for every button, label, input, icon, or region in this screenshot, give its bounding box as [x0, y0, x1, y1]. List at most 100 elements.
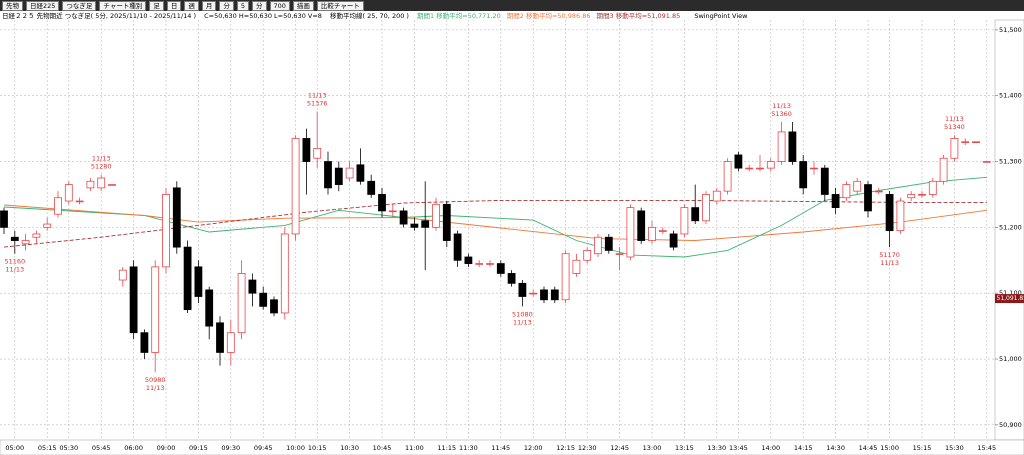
- x-tick-label: 09:00: [157, 444, 176, 452]
- x-tick-label: 13:30: [707, 444, 726, 452]
- toolbar-item[interactable]: チャート種別: [99, 0, 147, 11]
- candle-body: [810, 167, 818, 170]
- y-axis-panel: [994, 19, 1024, 441]
- candle-body: [518, 282, 527, 297]
- candle-body: [432, 203, 440, 228]
- candle-body: [583, 250, 592, 261]
- x-tick-label: 15:30: [945, 444, 964, 452]
- candle-body: [831, 194, 840, 209]
- toolbar: 先物 日経225 つなぎ足 チャート種別足日週月分 5 分 700 描画 比較チャート: [0, 0, 1024, 11]
- x-tick-label: 10:15: [308, 444, 327, 452]
- candle-body: [162, 194, 170, 268]
- swing-date: 11/13: [308, 92, 327, 100]
- candle-body: [756, 167, 764, 170]
- x-tick-label: 11:30: [459, 444, 478, 452]
- y-tick-label: 51,200: [999, 223, 1022, 231]
- candle-body: [75, 200, 84, 203]
- legend-entry: 期間3 移動平均=51,091.85: [596, 12, 681, 20]
- candle-body: [680, 207, 689, 235]
- toolbar-item[interactable]: 月: [201, 0, 217, 11]
- x-tick-label: 14:30: [826, 444, 845, 452]
- candle-body: [820, 167, 829, 195]
- swing-value: 51360: [771, 110, 792, 118]
- candle-body: [237, 273, 246, 334]
- swing-value: 51376: [307, 100, 328, 108]
- ma-title: 移動平均線( 25, 70, 200 ): [330, 12, 409, 20]
- candle-body: [540, 289, 548, 301]
- toolbar-item[interactable]: 日: [166, 0, 182, 11]
- last-price-box: [995, 294, 1024, 304]
- candle-body: [950, 138, 959, 159]
- toolbar-item[interactable]: つなぎ足: [62, 0, 97, 11]
- toolbar-item[interactable]: 比較チャート: [316, 0, 364, 11]
- last-price-label: 51,091.85: [997, 295, 1024, 302]
- x-tick-label: 14:00: [761, 444, 780, 452]
- candle-body: [345, 167, 354, 179]
- candle-body: [0, 210, 8, 228]
- candle-body: [853, 180, 862, 192]
- y-tick-label: 51,500: [999, 26, 1022, 34]
- candle-body: [529, 292, 538, 295]
- candle-body: [885, 194, 894, 232]
- toolbar-item[interactable]: 週: [184, 0, 199, 11]
- candle-body: [216, 322, 224, 353]
- swing-date: 11/13: [92, 155, 111, 163]
- legend: 期間1 移動平均=50,771.20 期間2 移動平均=50,986.86 期間3 …: [417, 12, 686, 20]
- candle-body: [453, 233, 462, 261]
- toolbar-item[interactable]: 分: [252, 0, 267, 11]
- candle-body: [421, 220, 430, 228]
- x-tick-label: 10:00: [286, 444, 305, 452]
- x-tick-label: 12:00: [524, 444, 543, 452]
- candle-body: [226, 332, 235, 353]
- candle-body: [842, 184, 851, 199]
- candle-body: [367, 180, 376, 195]
- candle-body: [561, 253, 570, 301]
- toolbar-item[interactable]: 足: [149, 0, 164, 11]
- toolbar-item[interactable]: 日経225: [26, 0, 60, 11]
- swing-value: 51170: [879, 251, 900, 259]
- candle-body: [691, 207, 700, 222]
- candle-body: [648, 226, 656, 241]
- toolbar-item[interactable]: 700: [269, 0, 290, 11]
- candle-body: [864, 184, 872, 212]
- candle-body: [356, 164, 365, 182]
- x-tick-label: 11:45: [491, 444, 510, 452]
- toolbar-item[interactable]: 先物: [2, 0, 23, 11]
- candle-body: [183, 246, 192, 311]
- candle-body: [291, 138, 300, 235]
- swing-value: 51340: [944, 123, 965, 131]
- candle-body: [86, 180, 95, 189]
- candle-body: [702, 194, 710, 222]
- candle-body: [896, 200, 905, 232]
- candle-body: [972, 141, 980, 143]
- toolbar-item[interactable]: 分: [219, 0, 234, 11]
- candle-body: [594, 236, 602, 255]
- x-tick-label: 12:15: [556, 444, 575, 452]
- candle-body: [378, 194, 386, 212]
- candle-body: [572, 259, 581, 274]
- candle-body: [723, 161, 732, 192]
- y-tick-label: 51,400: [999, 92, 1022, 100]
- candle-body: [410, 223, 419, 228]
- swing-value: 50980: [145, 376, 166, 384]
- x-tick-label: 12:30: [578, 444, 597, 452]
- x-tick-label: 05:45: [92, 444, 111, 452]
- toolbar-item[interactable]: 描画: [292, 0, 314, 11]
- candle-body: [259, 292, 268, 307]
- x-tick-label: 15:00: [880, 444, 899, 452]
- candle-body: [475, 263, 484, 265]
- x-tick-label: 11:00: [405, 444, 424, 452]
- candle-body: [669, 233, 678, 248]
- candle-body: [43, 223, 52, 228]
- ohlc-info: C=50,630 H=50,630 L=50,630 V=8: [204, 12, 322, 20]
- x-tick-label: 05:30: [59, 444, 78, 452]
- swing-date: 11/13: [772, 102, 791, 110]
- candle-body: [108, 184, 116, 186]
- candle-body: [507, 273, 516, 284]
- swing-value: 51160: [4, 258, 25, 266]
- candle-body: [302, 138, 311, 162]
- candle-body: [205, 289, 214, 327]
- toolbar-item[interactable]: 5: [236, 0, 249, 11]
- candle-body: [874, 190, 883, 193]
- candle-body: [777, 131, 786, 162]
